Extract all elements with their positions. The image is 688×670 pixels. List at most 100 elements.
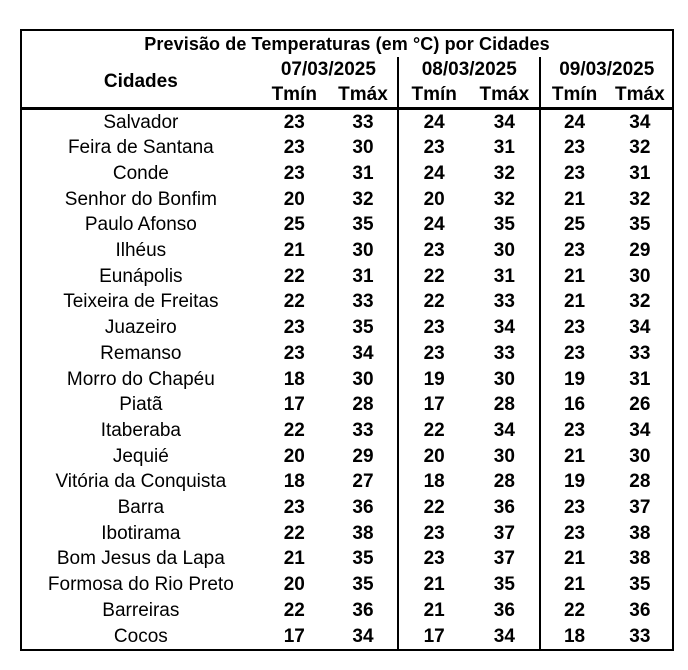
- tmin-value: 23: [397, 315, 470, 341]
- tmin-value: 23: [283, 137, 305, 159]
- table-header: Previsão de Temperaturas (em °C) por Cid…: [21, 30, 673, 110]
- date-header-1: 07/03/2025: [280, 59, 376, 80]
- tmin-value: 21: [283, 548, 305, 570]
- date-header-2: 08/03/2025: [397, 57, 541, 83]
- tmax-value: 35: [352, 548, 374, 570]
- tmin-value: 21: [539, 572, 608, 598]
- city-name: Eunápolis: [99, 265, 183, 287]
- tmax-value: 35: [493, 214, 515, 236]
- table-row: Morro do Chapéu 18 30 19 30 19 31: [21, 366, 673, 393]
- table-row: Ilhéus 21 30 23 30 23 29: [21, 238, 673, 264]
- city-name: Ibotirama: [101, 522, 181, 544]
- tmin-value: 19: [539, 469, 608, 496]
- tmin-value: 22: [539, 597, 608, 624]
- table-row: Vitória da Conquista 18 27 18 28 19 28: [21, 469, 673, 496]
- tmax-value: 35: [352, 214, 374, 236]
- city-name: Vitória da Conquista: [55, 471, 227, 493]
- tmin-value: 22: [283, 265, 305, 287]
- city-name: Formosa do Rio Preto: [47, 574, 234, 596]
- tmax-value: 36: [493, 497, 515, 519]
- tmin-value: 17: [283, 394, 305, 416]
- tmax-value: 32: [352, 188, 374, 210]
- tmax-value: 33: [352, 291, 374, 313]
- tmax-value: 26: [629, 394, 651, 416]
- table-row: Itaberaba 22 33 22 34 23 34: [21, 417, 673, 444]
- tmin-value: 23: [539, 160, 608, 187]
- temperature-forecast-table: Previsão de Temperaturas (em °C) por Cid…: [20, 29, 674, 652]
- tmax-value: 33: [629, 625, 651, 647]
- city-name: Senhor do Bonfim: [64, 188, 217, 210]
- tmax-value: 33: [352, 419, 374, 441]
- tmax-value: 30: [352, 368, 374, 390]
- table-row: Jequié 20 29 20 30 21 30: [21, 443, 673, 470]
- tmin-value: 18: [283, 471, 305, 493]
- tmax-value: 30: [493, 368, 515, 390]
- tmax-value: 31: [629, 368, 651, 390]
- tmax-value: 31: [493, 265, 515, 287]
- tmax-value: 31: [493, 137, 515, 159]
- tmin-value: 22: [397, 417, 470, 444]
- tmax-value: 32: [493, 162, 515, 184]
- tmin-value: 23: [283, 317, 305, 339]
- tmax-value: 32: [629, 291, 651, 313]
- tmin-value: 24: [397, 108, 470, 136]
- tmax-header-2: Tmáx: [469, 83, 541, 110]
- tmin-value: 25: [539, 212, 608, 239]
- tmax-value: 37: [629, 497, 651, 519]
- tmax-value: 34: [629, 317, 651, 339]
- table-row: Piatã 17 28 17 28 16 26: [21, 392, 673, 418]
- tmin-value: 20: [283, 445, 305, 467]
- city-column-header: Cidades: [21, 57, 260, 110]
- tmax-value: 34: [352, 342, 374, 364]
- tmin-value: 21: [539, 289, 608, 316]
- tmax-header-3: Tmáx: [607, 83, 673, 110]
- tmax-value: 38: [629, 522, 651, 544]
- city-name: Barreiras: [102, 599, 180, 621]
- city-name: Piatã: [119, 394, 163, 416]
- tmin-value: 20: [397, 186, 470, 213]
- tmax-value: 30: [352, 240, 374, 262]
- tmin-value: 24: [397, 212, 470, 239]
- tmin-value: 21: [539, 263, 608, 290]
- tmax-value: 35: [629, 214, 651, 236]
- city-name: Itaberaba: [100, 419, 181, 441]
- tmax-value: 28: [493, 471, 515, 493]
- tmin-header-2: Tmín: [397, 83, 470, 110]
- city-name: Ilhéus: [115, 240, 167, 262]
- tmin-value: 22: [283, 291, 305, 313]
- tmin-value: 20: [283, 574, 305, 596]
- tmin-value: 23: [539, 135, 608, 161]
- tmin-header-3: Tmín: [539, 83, 608, 110]
- tmin-value: 23: [397, 135, 470, 161]
- tmin-value: 23: [397, 546, 470, 573]
- tmin-header-1: Tmín: [259, 83, 329, 110]
- table-row: Remanso 23 34 23 33 23 33: [21, 340, 673, 367]
- table-row: Paulo Afonso 25 35 24 35 25 35: [21, 212, 673, 239]
- city-name: Paulo Afonso: [84, 214, 197, 236]
- tmin-value: 24: [539, 108, 608, 136]
- tmin-value: 23: [539, 417, 608, 444]
- city-name: Remanso: [100, 342, 182, 364]
- tmin-value: 22: [283, 419, 305, 441]
- city-name: Morro do Chapéu: [66, 368, 215, 390]
- table-row: Salvador 23 33 24 34 24 34: [21, 108, 673, 136]
- tmin-value: 23: [283, 342, 305, 364]
- tmin-value: 18: [539, 623, 608, 651]
- city-name: Jequié: [112, 445, 169, 467]
- tmax-value: 27: [352, 471, 374, 493]
- tmin-value: 18: [397, 469, 470, 496]
- tmin-value: 23: [397, 340, 470, 367]
- city-name: Feira de Santana: [67, 137, 214, 159]
- tmax-value: 34: [493, 317, 515, 339]
- tmax-value: 34: [629, 111, 651, 133]
- tmax-value: 28: [352, 394, 374, 416]
- tmin-value: 25: [283, 214, 305, 236]
- table-row: Ibotirama 22 38 23 37 23 38: [21, 520, 673, 547]
- table-row: Barra 23 36 22 36 23 37: [21, 495, 673, 521]
- tmax-value: 31: [352, 162, 374, 184]
- tmax-value: 32: [493, 188, 515, 210]
- tmax-value: 30: [629, 265, 651, 287]
- date-header-3: 09/03/2025: [539, 57, 673, 83]
- tmin-value: 23: [539, 495, 608, 521]
